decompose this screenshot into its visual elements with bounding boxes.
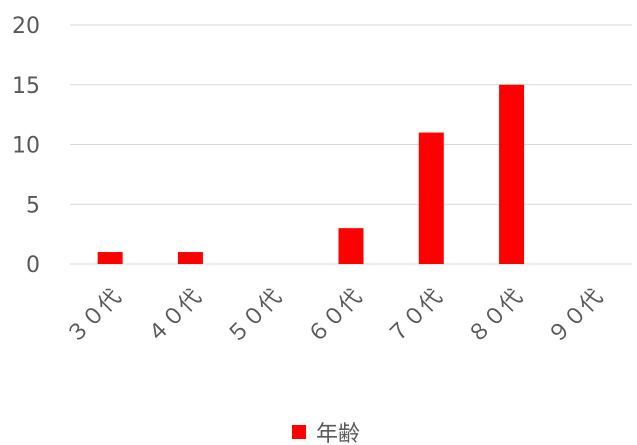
bar — [97, 252, 123, 264]
x-tick-label: ９０代 — [544, 285, 608, 349]
gridlines — [70, 24, 632, 265]
legend-label: 年齢 — [316, 422, 360, 445]
y-tick-label: 20 — [12, 14, 40, 39]
legend: 年齢 — [292, 422, 360, 445]
x-axis-tick-labels: ３０代 ４０代 ５０代 ６０代 ７０代 ８０代 ９０代 — [62, 285, 608, 349]
x-tick-label: ５０代 — [223, 285, 287, 349]
bar — [418, 132, 444, 264]
y-tick-label: 15 — [12, 74, 40, 99]
x-tick-label: ４０代 — [142, 285, 206, 349]
y-tick-label: 0 — [26, 253, 40, 278]
legend-swatch — [292, 425, 306, 439]
y-tick-label: 5 — [26, 193, 40, 218]
bar — [499, 84, 525, 264]
bar — [338, 228, 364, 264]
bar — [177, 252, 203, 264]
bars — [97, 84, 525, 264]
x-tick-label: ３０代 — [62, 285, 126, 349]
x-tick-label: ８０代 — [463, 285, 527, 349]
y-axis-tick-labels: 0 5 10 15 20 — [12, 14, 40, 278]
x-tick-label: ６０代 — [303, 285, 367, 349]
x-tick-label: ７０代 — [383, 285, 447, 349]
y-tick-label: 10 — [12, 134, 40, 159]
